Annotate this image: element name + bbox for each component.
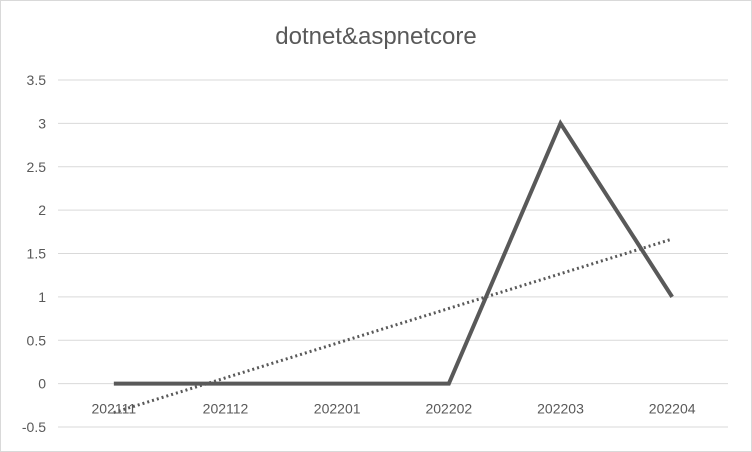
x-tick-label: 202201 <box>314 401 361 417</box>
series-line <box>113 119 674 386</box>
y-tick-label: 0.5 <box>27 332 47 348</box>
x-tick-label: 202112 <box>203 401 249 417</box>
x-tick-label: 202202 <box>425 401 472 417</box>
x-axis-tick-labels: 202111 202112 202201 202202 202203 202204 <box>92 401 696 417</box>
y-tick-label: 1.5 <box>27 246 47 262</box>
x-tick-label: 202203 <box>537 401 584 417</box>
y-tick-label: -0.5 <box>22 419 46 435</box>
x-tick-label: 202111 <box>92 401 137 417</box>
gridlines <box>58 79 728 428</box>
series-layer <box>113 119 674 386</box>
y-tick-label: 3 <box>38 115 46 131</box>
y-tick-label: 2.5 <box>27 159 47 175</box>
y-tick-label: 3.5 <box>27 72 47 88</box>
x-tick-label: 202204 <box>649 401 696 417</box>
chart-title: dotnet&aspnetcore <box>275 23 476 50</box>
y-axis-tick-labels: -0.5 0 0.5 1 1.5 2 2.5 3 3.5 <box>22 72 46 435</box>
y-tick-label: 2 <box>38 202 46 218</box>
trendline-layer <box>113 237 673 414</box>
y-tick-label: 0 <box>38 376 46 392</box>
trendline <box>113 237 673 414</box>
y-tick-label: 1 <box>38 289 46 305</box>
